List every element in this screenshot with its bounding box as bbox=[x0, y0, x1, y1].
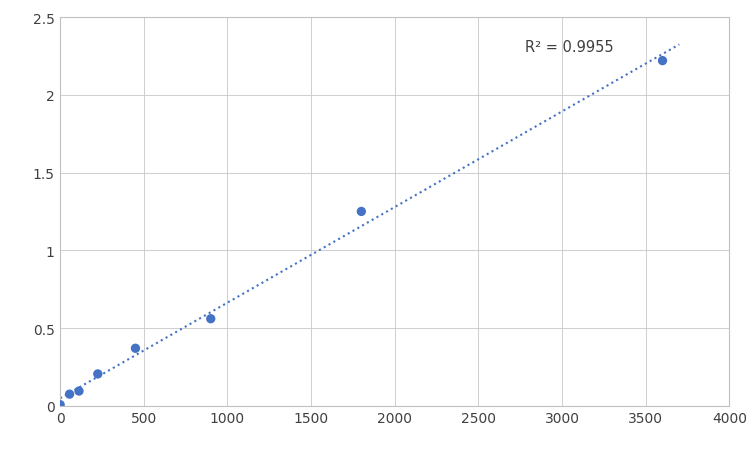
Point bbox=[129, 345, 141, 352]
Point bbox=[656, 58, 669, 65]
Text: R² = 0.9955: R² = 0.9955 bbox=[526, 40, 614, 55]
Point bbox=[205, 315, 217, 322]
Point bbox=[64, 391, 76, 398]
Point bbox=[355, 208, 367, 216]
Point bbox=[73, 387, 85, 395]
Point bbox=[92, 370, 104, 377]
Point bbox=[54, 401, 66, 409]
